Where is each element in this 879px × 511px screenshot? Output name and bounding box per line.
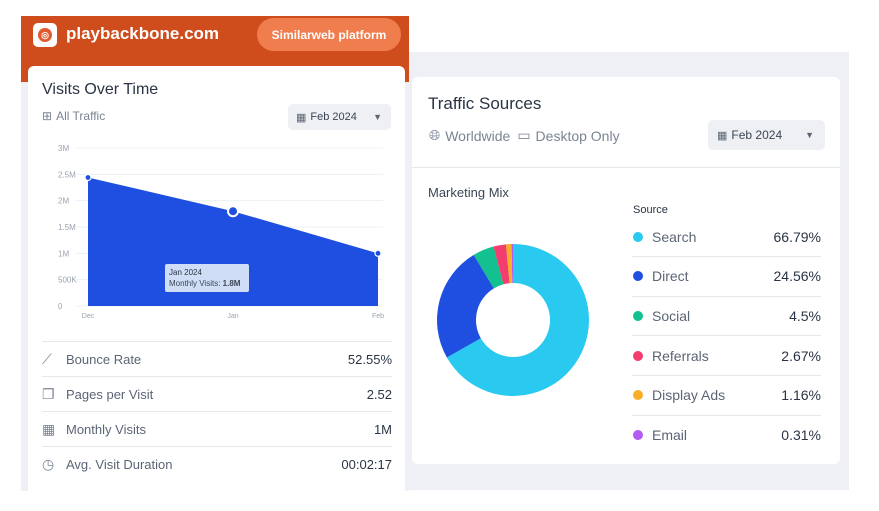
donut-slice-email: [511, 244, 513, 284]
legend-item[interactable]: Referrals 2.67%: [632, 336, 821, 377]
legend-label: Display Ads: [652, 387, 726, 404]
legend-label: Email: [652, 427, 688, 443]
traffic-filter-label: All Traffic: [56, 109, 106, 123]
y-tick-label: 2.5M: [58, 170, 76, 179]
legend-item[interactable]: Display Ads 1.16%: [632, 376, 821, 416]
tooltip-title: Jan 2024: [169, 268, 202, 277]
legend-percent: 2.67%: [781, 347, 821, 364]
legend-dot: [633, 430, 643, 440]
metric-value: 1M: [373, 422, 392, 437]
x-tick-label: Feb: [372, 313, 384, 320]
device-label: Desktop Only: [535, 127, 620, 144]
data-point: [227, 205, 239, 218]
legend-item[interactable]: Direct 24.56%: [632, 257, 821, 297]
chevron-down-icon: ▼: [805, 130, 814, 140]
visits-area-chart: 3M 2.5M 2M 1.5M 1M 500K 0 Dec Jan Feb Jan 2024 Mont…: [58, 144, 384, 320]
metric-row: ◷ Avg. Visit Duration 00:02:17: [42, 446, 392, 482]
pages-icon: ❐: [42, 386, 55, 402]
chevron-down-icon: ▼: [373, 112, 382, 122]
visits-over-time-card: Visits Over Time ⊞ All Traffic ▦ Feb 202…: [28, 66, 405, 491]
legend-label: Search: [652, 228, 697, 245]
legend-header: Source: [633, 204, 668, 216]
legend-dot: [633, 231, 643, 242]
metric-value: 00:02:17: [341, 457, 392, 472]
donut-slice-referrals: [493, 244, 510, 285]
site-name[interactable]: playbackbone.com: [66, 24, 220, 43]
calendar-icon: ▦: [717, 129, 728, 142]
tooltip-label: Monthly Visits: 1.8M: [169, 279, 241, 288]
region-label: Worldwide: [445, 127, 511, 144]
legend-dot: [633, 310, 643, 321]
sources-date-value: Feb 2024: [731, 128, 783, 142]
legend-label: Direct: [652, 268, 689, 285]
donut-slice-search: [446, 244, 589, 396]
x-tick-label: Dec: [82, 313, 95, 320]
donut-slice-social: [473, 246, 504, 289]
trend-icon: ⟋: [42, 351, 52, 367]
donut-slice-display-ads: [505, 244, 513, 284]
traffic-channels-icon: ⊞: [42, 109, 53, 123]
chart-tooltip: Jan 2024 Monthly Visits: 1.8M: [165, 264, 249, 292]
similarweb-platform-button[interactable]: Similarweb platform: [257, 18, 401, 51]
sources-card-title: Traffic Sources: [428, 94, 542, 113]
legend-label: Social: [652, 307, 691, 324]
legend-item[interactable]: Search 66.79%: [632, 217, 821, 257]
metric-label: Avg. Visit Duration: [66, 457, 173, 472]
visits-date-value: Feb 2024: [310, 111, 357, 123]
visits-area: [88, 177, 378, 306]
metric-value: 2.52: [366, 387, 392, 402]
tooltip-value: 1.8M: [223, 279, 241, 288]
legend-item[interactable]: Email 0.31%: [632, 416, 821, 455]
visits-date-dropdown[interactable]: ▦ Feb 2024 ▼: [288, 104, 391, 130]
legend-label: Referrals: [652, 347, 709, 364]
y-tick-label: 1.5M: [58, 223, 76, 232]
playbackbone-logo-icon: ◎: [38, 28, 52, 42]
stopwatch-icon: ◷: [42, 456, 55, 472]
marketing-mix-donut-chart: [437, 244, 589, 396]
sources-filters: 🌐︎ Worldwide ▭ Desktop Only: [429, 127, 620, 144]
y-tick-label: 0: [58, 302, 63, 311]
sources-date-dropdown[interactable]: ▦ Feb 2024 ▼: [708, 120, 825, 150]
y-tick-label: 1M: [58, 249, 69, 258]
marketing-mix-label: Marketing Mix: [428, 185, 509, 200]
traffic-sources-card: Traffic Sources 🌐︎ Worldwide ▭ Desktop O…: [412, 77, 840, 464]
y-tick-label: 500K: [58, 276, 77, 285]
metric-row: ❐ Pages per Visit 2.52: [42, 376, 392, 412]
tooltip-box: [165, 264, 249, 292]
legend-percent: 0.31%: [781, 427, 821, 443]
legend-percent: 4.5%: [789, 307, 821, 324]
site-logo: ◎: [33, 23, 57, 47]
metric-label: Bounce Rate: [66, 352, 142, 367]
globe-icon: 🌐︎: [429, 127, 441, 143]
visits-card-title: Visits Over Time: [42, 81, 159, 98]
y-tick-label: 2M: [58, 197, 69, 206]
metric-row: ▦ Monthly Visits 1M: [42, 411, 392, 447]
legend-dot: [633, 390, 643, 401]
metric-label: Pages per Visit: [66, 387, 154, 402]
legend-dot: [633, 271, 643, 282]
y-tick-label: 3M: [58, 144, 69, 153]
calendar-icon: ▦: [42, 421, 56, 437]
x-tick-label: Jan: [227, 313, 238, 320]
data-point: [84, 173, 92, 182]
desktop-icon: ▭: [517, 127, 531, 143]
metric-value: 52.55%: [347, 352, 392, 367]
divider: [412, 167, 840, 168]
donut-slice-direct: [437, 254, 494, 358]
data-point: [374, 249, 382, 257]
legend-percent: 66.79%: [773, 228, 821, 245]
calendar-icon: ▦: [296, 111, 307, 124]
metric-row: ⟋ Bounce Rate 52.55%: [42, 341, 392, 377]
legend-percent: 24.56%: [773, 268, 821, 285]
legend-dot: [633, 350, 643, 361]
legend-percent: 1.16%: [781, 387, 821, 404]
metric-label: Monthly Visits: [66, 422, 146, 437]
website-panel: ◎ playbackbone.com Similarweb platform V…: [21, 16, 409, 491]
legend-item[interactable]: Social 4.5%: [632, 296, 821, 337]
traffic-filter: ⊞ All Traffic: [42, 109, 105, 123]
